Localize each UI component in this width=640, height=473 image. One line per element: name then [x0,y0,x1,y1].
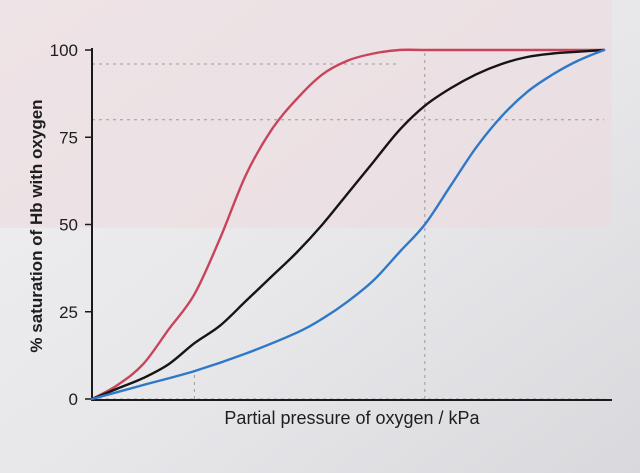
y-axis-label: % saturation of Hb with oxygen [27,99,46,352]
y-ticks: 0 25 50 75 100 [50,41,92,409]
y-tick-label: 25 [59,303,78,322]
tinted-panel [0,0,612,228]
y-tick-label: 0 [69,390,78,409]
series-lines [90,48,606,401]
x-axis-label: Partial pressure of oxygen / kPa [224,408,480,428]
y-tick-label: 50 [59,216,78,235]
y-tick-label: 100 [50,41,78,60]
series-line-red [90,48,606,401]
series-line-black [90,48,606,401]
y-tick-label: 75 [59,128,78,147]
series-line-blue [90,48,606,401]
